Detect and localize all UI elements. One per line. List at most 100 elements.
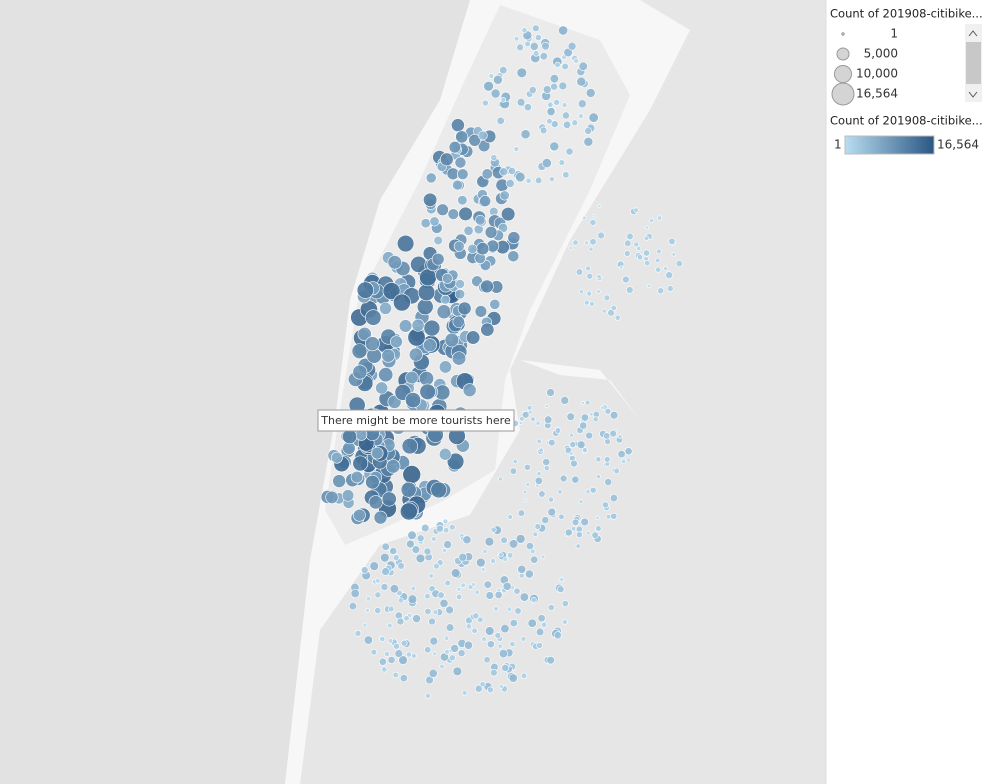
station-dot — [571, 518, 580, 527]
station-dot — [393, 293, 411, 312]
station-dot — [609, 411, 619, 420]
station-dot — [386, 459, 401, 474]
station-dot — [398, 655, 408, 665]
station-dot — [546, 117, 553, 125]
station-dot — [365, 596, 371, 602]
station-dot — [463, 225, 474, 236]
station-dot — [553, 99, 560, 106]
station-dot — [525, 482, 530, 487]
station-dot — [433, 562, 440, 570]
station-dot — [585, 88, 596, 98]
station-dot — [467, 243, 478, 254]
station-dot — [589, 238, 597, 246]
station-dot — [572, 239, 579, 246]
land-new-jersey — [0, 0, 470, 784]
annotation-box — [317, 409, 515, 432]
station-dot — [365, 607, 370, 613]
station-dot — [400, 639, 408, 647]
station-dot — [515, 534, 526, 544]
station-dot — [412, 614, 421, 623]
station-dot — [436, 304, 452, 320]
station-dot — [585, 265, 591, 272]
station-dot — [420, 218, 431, 229]
station-dot — [580, 413, 589, 422]
station-dot — [519, 416, 525, 422]
station-dot — [671, 252, 676, 257]
station-dot — [428, 573, 434, 579]
station-dot — [429, 216, 440, 227]
color-ramp — [844, 135, 935, 155]
station-dot — [481, 636, 487, 642]
station-dot — [578, 61, 588, 71]
station-dot — [416, 534, 425, 543]
station-dot — [462, 535, 472, 545]
station-dot — [399, 674, 408, 683]
station-dot — [536, 471, 542, 477]
station-dot — [418, 371, 434, 387]
station-dot — [496, 116, 505, 125]
station-dot — [513, 146, 520, 152]
station-dot — [444, 332, 460, 348]
station-dot — [621, 458, 626, 464]
station-dot — [577, 99, 587, 109]
station-dot — [536, 642, 543, 649]
station-dot — [561, 600, 569, 608]
station-dot — [362, 622, 368, 628]
station-dot — [373, 510, 388, 525]
station-dot — [610, 512, 618, 520]
station-dot — [392, 554, 400, 561]
scroll-down[interactable] — [968, 91, 978, 98]
legend-panel — [826, 0, 998, 784]
scroll-up[interactable] — [968, 30, 978, 37]
station-dot — [354, 630, 362, 637]
station-dot — [379, 636, 386, 642]
station-dot — [541, 516, 550, 524]
station-dot — [523, 498, 528, 503]
station-dot — [532, 24, 540, 32]
station-dot — [626, 286, 634, 294]
station-dot — [352, 364, 368, 380]
station-dot — [471, 627, 478, 634]
station-dot — [438, 360, 452, 374]
station-dot — [501, 664, 510, 672]
station-dot — [444, 579, 452, 587]
station-dot — [365, 474, 380, 490]
station-dot — [387, 656, 396, 664]
station-dot — [605, 514, 612, 520]
station-dot — [523, 463, 531, 471]
station-dot — [500, 536, 508, 544]
station-dot — [626, 232, 634, 241]
station-dot — [375, 578, 381, 584]
station-dot — [644, 259, 651, 267]
scroll-thumb[interactable] — [966, 42, 981, 84]
station-dot — [526, 405, 533, 411]
station-dot — [490, 668, 498, 677]
station-dot — [675, 260, 683, 268]
station-dot — [490, 154, 498, 162]
station-dot — [538, 490, 546, 498]
station-dot — [478, 130, 488, 141]
station-dot — [490, 558, 496, 564]
station-dot — [352, 455, 369, 472]
station-dot — [425, 675, 434, 685]
station-dot — [592, 214, 597, 218]
station-dot — [541, 158, 552, 168]
size-legend-circle — [836, 47, 850, 61]
station-dot — [439, 663, 445, 670]
station-dot — [575, 531, 583, 539]
station-dots — [320, 24, 683, 699]
station-dot — [389, 584, 400, 594]
station-dot — [513, 35, 520, 42]
station-dot — [558, 25, 569, 36]
station-dot — [471, 581, 476, 587]
station-dot — [451, 351, 467, 366]
station-dot — [374, 607, 382, 615]
station-dot — [493, 606, 499, 612]
station-dot — [407, 530, 417, 540]
station-dot — [465, 623, 472, 630]
station-dot — [405, 370, 419, 385]
station-dot — [369, 561, 379, 571]
station-dot — [546, 107, 556, 117]
station-dot — [389, 547, 398, 556]
